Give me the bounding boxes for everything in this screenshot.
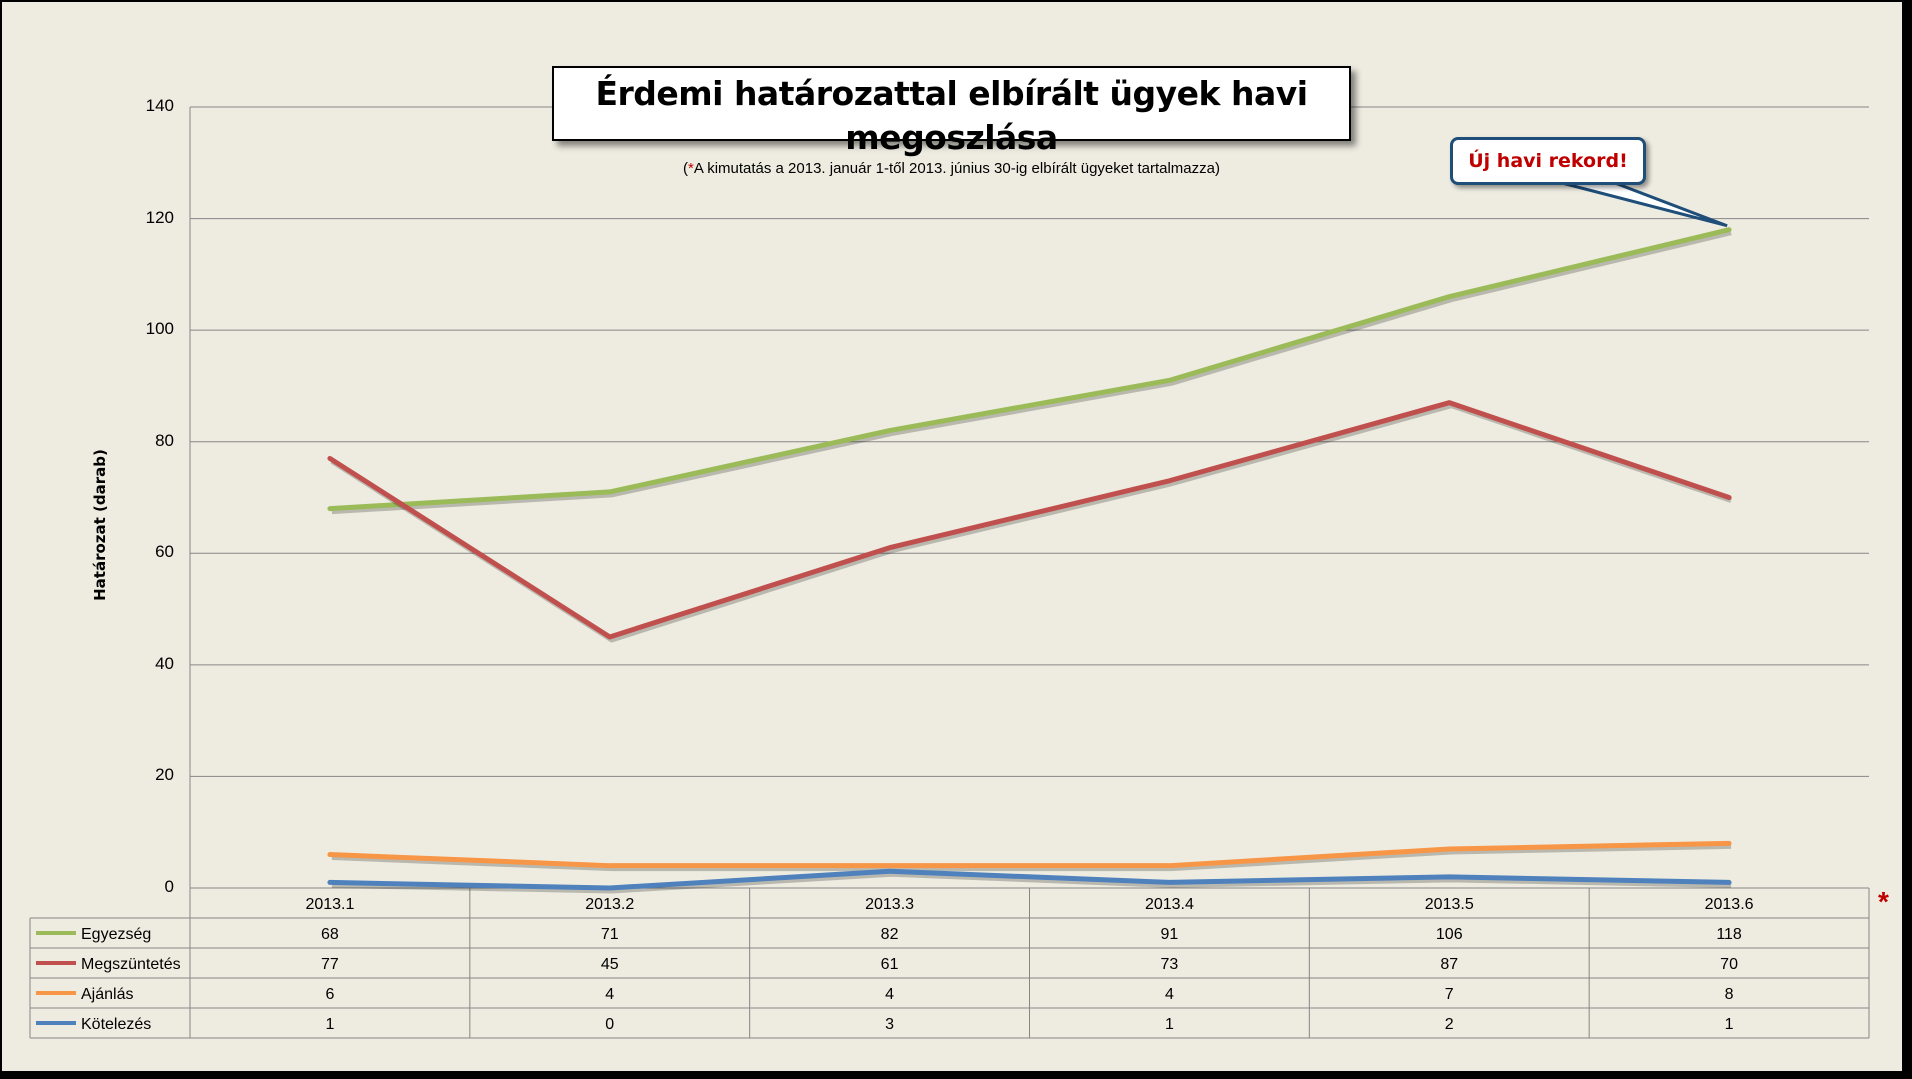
- data-table-cell: 8: [1725, 986, 1734, 1003]
- data-table-cell: 3: [885, 1016, 894, 1033]
- x-category-label: 2013.5: [1425, 896, 1474, 913]
- chart-title: Érdemi határozattal elbírált ügyek havi …: [595, 74, 1308, 157]
- chart-title-box: Érdemi határozattal elbírált ügyek havi …: [552, 66, 1351, 177]
- x-category-label: 2013.1: [305, 896, 354, 913]
- data-table-cell: 7: [1445, 986, 1454, 1003]
- subtitle-text: A kimutatás a 2013. január 1-től 2013. j…: [693, 160, 1215, 177]
- series-line-shadow: [331, 230, 1732, 515]
- y-tick-label: 100: [145, 319, 174, 339]
- data-table-cell: 4: [605, 986, 614, 1003]
- y-tick-label: 20: [155, 765, 174, 785]
- data-table-cell: 87: [1440, 956, 1458, 973]
- series-line: [327, 227, 1732, 512]
- data-table-cell: 2: [1445, 1016, 1454, 1033]
- series-line-shadow: [331, 871, 1732, 894]
- table-note-star: *: [1878, 886, 1889, 917]
- data-table-cell: 6: [325, 986, 334, 1003]
- subtitle-star: *: [688, 160, 694, 177]
- callout-text: Új havi rekord!: [1468, 150, 1628, 172]
- legend-label: Kötelezés: [81, 1016, 151, 1033]
- x-category-label: 2013.4: [1145, 896, 1194, 913]
- data-table-cell: 70: [1720, 956, 1738, 973]
- legend-label: Ajánlás: [81, 986, 133, 1003]
- data-table-cell: 71: [601, 926, 619, 943]
- y-tick-label: 140: [145, 96, 174, 115]
- data-table-cell: 82: [881, 926, 899, 943]
- record-callout: Új havi rekord!: [1450, 137, 1646, 185]
- data-table-cell: 118: [1716, 926, 1742, 943]
- data-table-cell: 4: [885, 986, 894, 1003]
- data-table-cell: 77: [321, 956, 339, 973]
- series-line: [327, 400, 1732, 640]
- callout-pointer: [1561, 181, 1728, 228]
- x-category-label: 2013.6: [1705, 896, 1754, 913]
- y-tick-label: 60: [155, 542, 174, 562]
- y-tick-label: 40: [155, 653, 174, 673]
- y-tick-label: 80: [155, 430, 174, 450]
- series-line: [327, 840, 1732, 869]
- data-table-cell: 1: [1165, 1016, 1174, 1033]
- data-table-cell: 1: [325, 1016, 334, 1033]
- x-category-label: 2013.3: [865, 896, 914, 913]
- series-line-shadow: [330, 403, 1732, 643]
- data-table-cell: 61: [881, 956, 899, 973]
- legend-label: Megszüntetés: [81, 956, 181, 973]
- y-tick-label: 120: [145, 207, 174, 227]
- data-table-cell: 1: [1725, 1016, 1734, 1033]
- data-table-cell: 91: [1161, 926, 1179, 943]
- series-line-shadow: [331, 843, 1732, 872]
- data-table-cell: 0: [605, 1016, 614, 1033]
- series-line: [327, 868, 1732, 891]
- data-table-cell: 45: [601, 956, 619, 973]
- legend-label: Egyezség: [81, 926, 151, 943]
- data-table-cell: 4: [1165, 986, 1174, 1003]
- data-table-cell: 73: [1161, 956, 1179, 973]
- chart-subtitle: (*A kimutatás a 2013. január 1-től 2013.…: [683, 160, 1220, 177]
- data-table-cell: 68: [321, 926, 339, 943]
- data-table-cell: 106: [1436, 926, 1463, 943]
- x-category-label: 2013.2: [585, 896, 634, 913]
- y-tick-label: 0: [164, 877, 174, 896]
- y-axis-label: Határozat (darab): [91, 449, 109, 601]
